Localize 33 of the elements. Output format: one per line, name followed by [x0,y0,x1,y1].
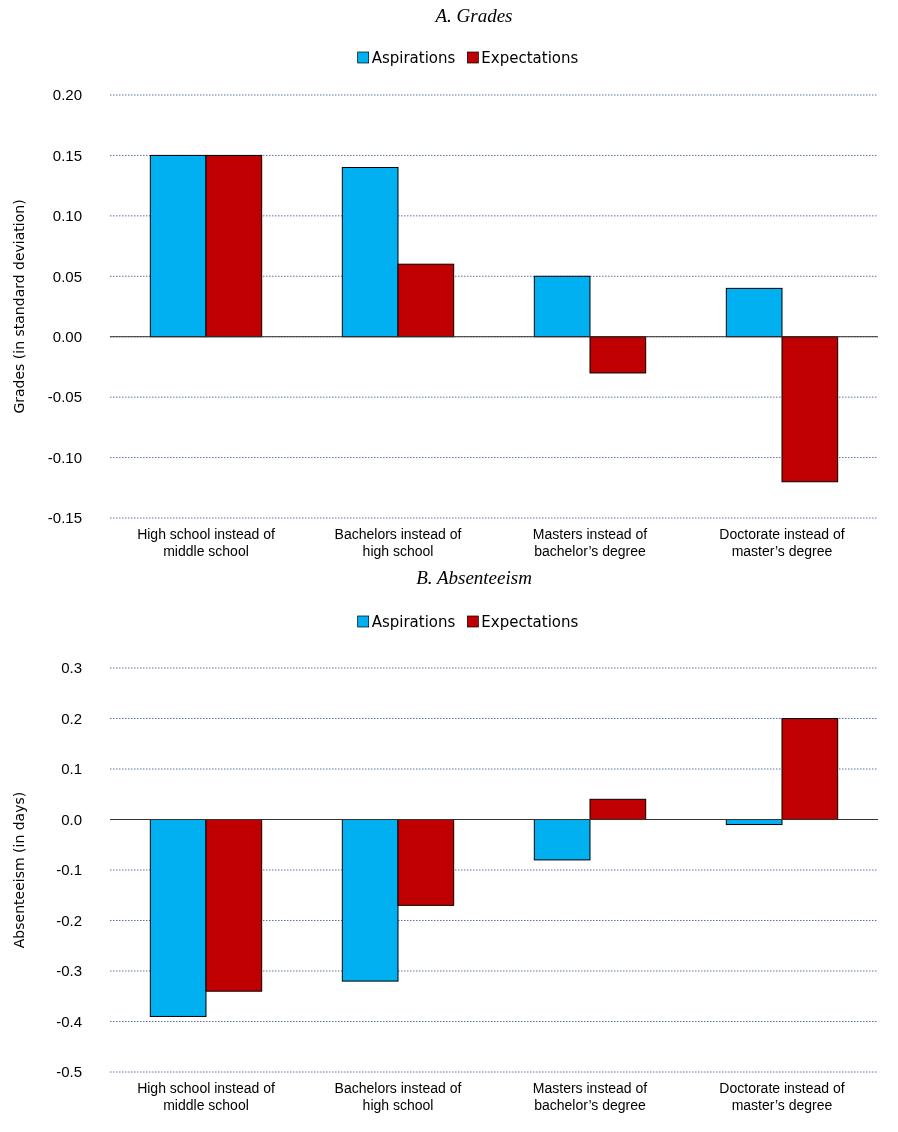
legend-label: Expectations [481,49,579,67]
x-tick-label: Doctorate instead of master’s degree [719,525,845,560]
x-tick-label: High school instead of middle school [137,525,275,560]
y-tick-label: 0.05 [52,267,82,285]
y-tick-label: -0.10 [47,448,82,466]
x-tick-label: Masters instead of bachelor’s degree [532,1079,648,1114]
y-tick-label: -0.5 [56,1063,82,1081]
y-axis-title: Grades (in standard deviation) [11,199,27,414]
y-tick-label: 0.2 [61,709,82,727]
y-tick-label: -0.05 [47,388,82,406]
y-tick-label: 0.10 [52,207,82,225]
y-tick-label: -0.3 [56,962,82,980]
legend-label: Aspirations [371,49,456,67]
x-tick-label: High school instead of middle school [137,1079,275,1114]
chart-title: A. Grades [433,5,513,26]
y-tick-label: -0.2 [56,911,82,929]
y-tick-label: 0.0 [61,810,82,828]
y-tick-label: 0.20 [52,86,82,104]
y-tick-label: -0.1 [56,861,82,879]
y-axis-title: Absenteeism (in days) [11,791,27,949]
legend-label: Aspirations [371,613,456,631]
y-tick-label: 0.3 [61,659,82,677]
y-tick-label: 0.00 [52,328,82,346]
chart-title: B. Absenteeism [416,567,532,588]
y-tick-label: -0.4 [56,1012,82,1030]
x-tick-label: Bachelors instead of high school [334,525,462,560]
x-tick-label: Bachelors instead of high school [334,1079,462,1114]
x-tick-label: Masters instead of bachelor’s degree [532,525,648,560]
legend-label: Expectations [481,613,579,631]
y-tick-label: -0.15 [47,509,82,527]
y-tick-label: 0.15 [52,146,82,164]
x-tick-label: Doctorate instead of master’s degree [719,1079,845,1114]
y-tick-label: 0.1 [61,760,82,778]
